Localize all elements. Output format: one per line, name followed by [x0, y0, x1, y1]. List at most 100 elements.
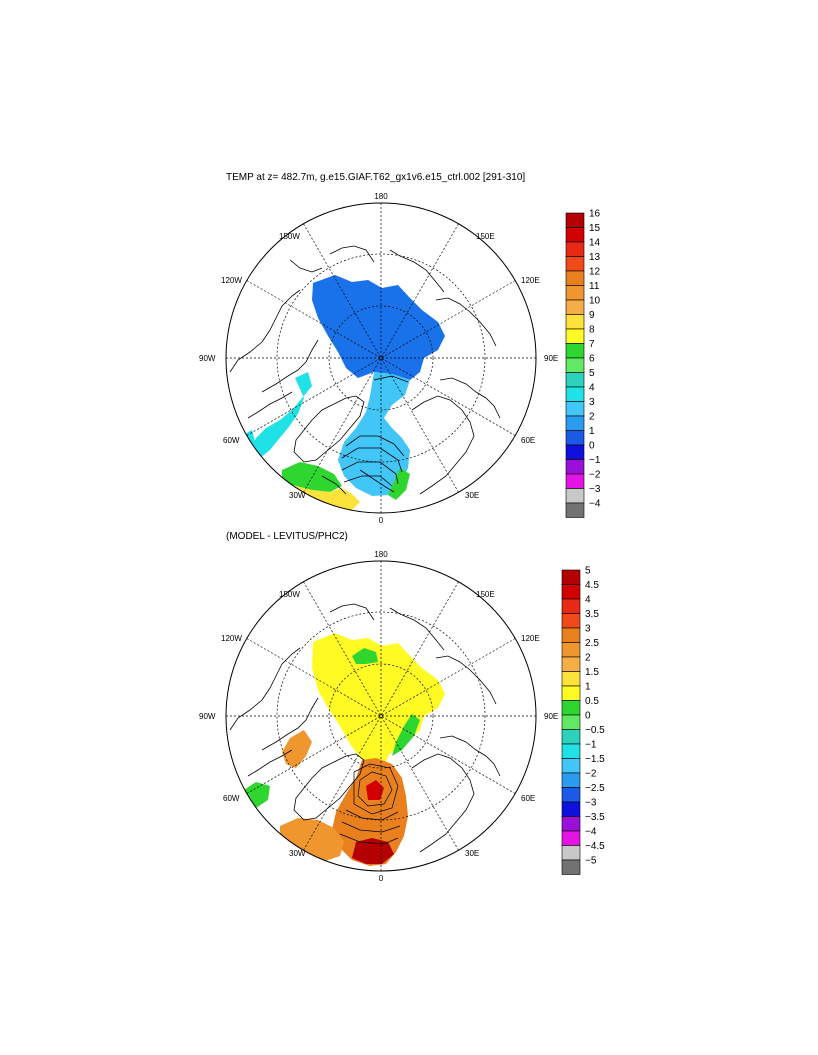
- top-colorbar-swatch: [565, 343, 585, 359]
- top-colorbar-label: −2: [589, 470, 601, 481]
- bottom-nordic-red: [366, 780, 384, 800]
- bottom-lon-label: 0: [379, 874, 384, 883]
- bottom-colorbar-label: −2: [585, 769, 597, 780]
- top-nordic-fill: [338, 372, 410, 496]
- top-colorbar-swatch: [565, 357, 585, 373]
- top-colorbar-label: 16: [589, 209, 601, 220]
- bottom-colorbar-swatch: [561, 758, 581, 774]
- bottom-colorbar-swatch: [561, 830, 581, 846]
- top-colorbar-swatch: [565, 299, 585, 315]
- bottom-lon-label: 30E: [465, 849, 479, 858]
- bottom-colorbar-label: 2.5: [585, 638, 599, 649]
- bottom-lon-label: 150W: [279, 590, 300, 599]
- top-colorbar-label: −3: [589, 484, 601, 495]
- top-colorbar-label: 12: [589, 267, 601, 278]
- top-colorbar-label: 0: [589, 441, 595, 452]
- top-lon-label: 150W: [279, 232, 300, 241]
- bottom-colorbar-label: 0.5: [585, 696, 599, 707]
- top-colorbar-swatch: [565, 270, 585, 286]
- top-lon-label: 60E: [521, 436, 535, 445]
- bottom-colorbar-swatch: [561, 642, 581, 658]
- bottom-lon-label: 90E: [544, 712, 558, 721]
- top-colorbar-label: 11: [589, 281, 600, 292]
- top-colorbar-label: 14: [589, 238, 601, 249]
- bottom-colorbar-label: −1: [585, 740, 597, 751]
- bottom-lon-label: 120W: [221, 634, 242, 643]
- bottom-colorbar-label: 3.5: [585, 609, 599, 620]
- top-longitude-labels: 180 150E 120E 90E 60E 30E 0 30W 60W 90W 120W 150W: [199, 192, 558, 525]
- bottom-colorbar-label: 2: [585, 653, 591, 664]
- top-colorbar-label: 10: [589, 296, 601, 307]
- bottom-colorbar-label: −3.5: [585, 812, 605, 823]
- top-lon-label: 30W: [289, 491, 306, 500]
- top-lon-label: 150E: [476, 232, 495, 241]
- bottom-colorbar-label: −4.5: [585, 841, 605, 852]
- bottom-colorbar-label: −5: [585, 856, 597, 867]
- bottom-green-strip: [392, 714, 420, 756]
- top-colorbar-swatch: [565, 415, 585, 431]
- top-lon-label: 90W: [199, 354, 216, 363]
- top-colorbar-swatch: [565, 386, 585, 402]
- bottom-lon-label: 90W: [199, 712, 216, 721]
- bottom-colorbar-swatch: [561, 845, 581, 861]
- bottom-colorbar-swatch: [561, 685, 581, 701]
- top-colorbar-swatch: [565, 227, 585, 243]
- bottom-colorbar-swatch: [561, 729, 581, 745]
- bottom-lon-label: 60E: [521, 794, 535, 803]
- top-colorbar-label: 4: [589, 383, 595, 394]
- top-map: 180 150E 120E 90E 60E 30E 0 30W 60W 90W 120W 150W: [199, 192, 558, 525]
- top-colorbar-label: 6: [589, 354, 595, 365]
- bottom-colorbar-label: 3: [585, 624, 591, 635]
- bottom-lon-label: 120E: [521, 634, 540, 643]
- bottom-colorbar-swatch: [561, 627, 581, 643]
- top-colorbar-swatch: [565, 430, 585, 446]
- bottom-lon-label: 150E: [476, 590, 495, 599]
- bottom-colorbar-label: −1.5: [585, 754, 605, 765]
- top-colorbar-swatch: [565, 256, 585, 272]
- top-lon-label: 60W: [223, 436, 240, 445]
- top-basin-fill: [312, 275, 445, 380]
- bottom-colorbar-swatch: [561, 772, 581, 788]
- top-colorbar-label: 5: [589, 368, 595, 379]
- top-colorbar-label: 7: [589, 339, 595, 350]
- bottom-colorbar-label: 4: [585, 595, 591, 606]
- bottom-map: 180 150E 120E 90E 60E 30E 0 30W 60W 90W 120W 150W: [199, 550, 558, 883]
- top-colorbar-label: 3: [589, 397, 595, 408]
- top-colorbar-label: 2: [589, 412, 595, 423]
- top-lon-label: 120W: [221, 276, 242, 285]
- bottom-colorbar-label: −0.5: [585, 725, 605, 736]
- bottom-colorbar-swatch: [561, 743, 581, 759]
- top-colorbar-label: 13: [589, 252, 601, 263]
- bottom-baffin-orange: [282, 730, 312, 768]
- top-colorbar-swatch: [565, 401, 585, 417]
- top-colorbar-swatch: [565, 212, 585, 228]
- bottom-basin-fill: [312, 633, 445, 772]
- top-colorbar-label: 1: [589, 426, 595, 437]
- top-colorbar-swatch: [565, 473, 585, 489]
- top-colorbar-swatch: [565, 372, 585, 388]
- top-colorbar-swatch: [565, 444, 585, 460]
- top-colorbar-swatch: [565, 328, 585, 344]
- top-colorbar-swatch: [565, 502, 585, 518]
- top-colorbar-label: −1: [589, 455, 601, 466]
- bottom-colorbar-swatch: [561, 801, 581, 817]
- bottom-colorbar-swatch: [561, 714, 581, 730]
- bottom-colorbar-swatch: [561, 671, 581, 687]
- bottom-colorbar-swatch: [561, 700, 581, 716]
- bottom-lon-label: 180: [374, 550, 388, 559]
- bottom-colorbar-label: 1: [585, 682, 591, 693]
- bottom-colorbar-swatch: [561, 787, 581, 803]
- top-colorbar-label: 9: [589, 310, 595, 321]
- top-colorbar-swatch: [565, 285, 585, 301]
- bottom-basin-green-spot: [352, 648, 378, 664]
- top-lon-label: 180: [374, 192, 388, 201]
- bottom-fram-red: [352, 838, 394, 864]
- bottom-colorbar-label: −3: [585, 798, 597, 809]
- bottom-nordic-fill: [332, 758, 408, 866]
- bottom-colorbar-label: 5: [585, 566, 591, 577]
- bottom-lon-label: 30W: [289, 849, 306, 858]
- top-colorbar-swatch: [565, 459, 585, 475]
- bottom-colorbar-label: 0: [585, 711, 591, 722]
